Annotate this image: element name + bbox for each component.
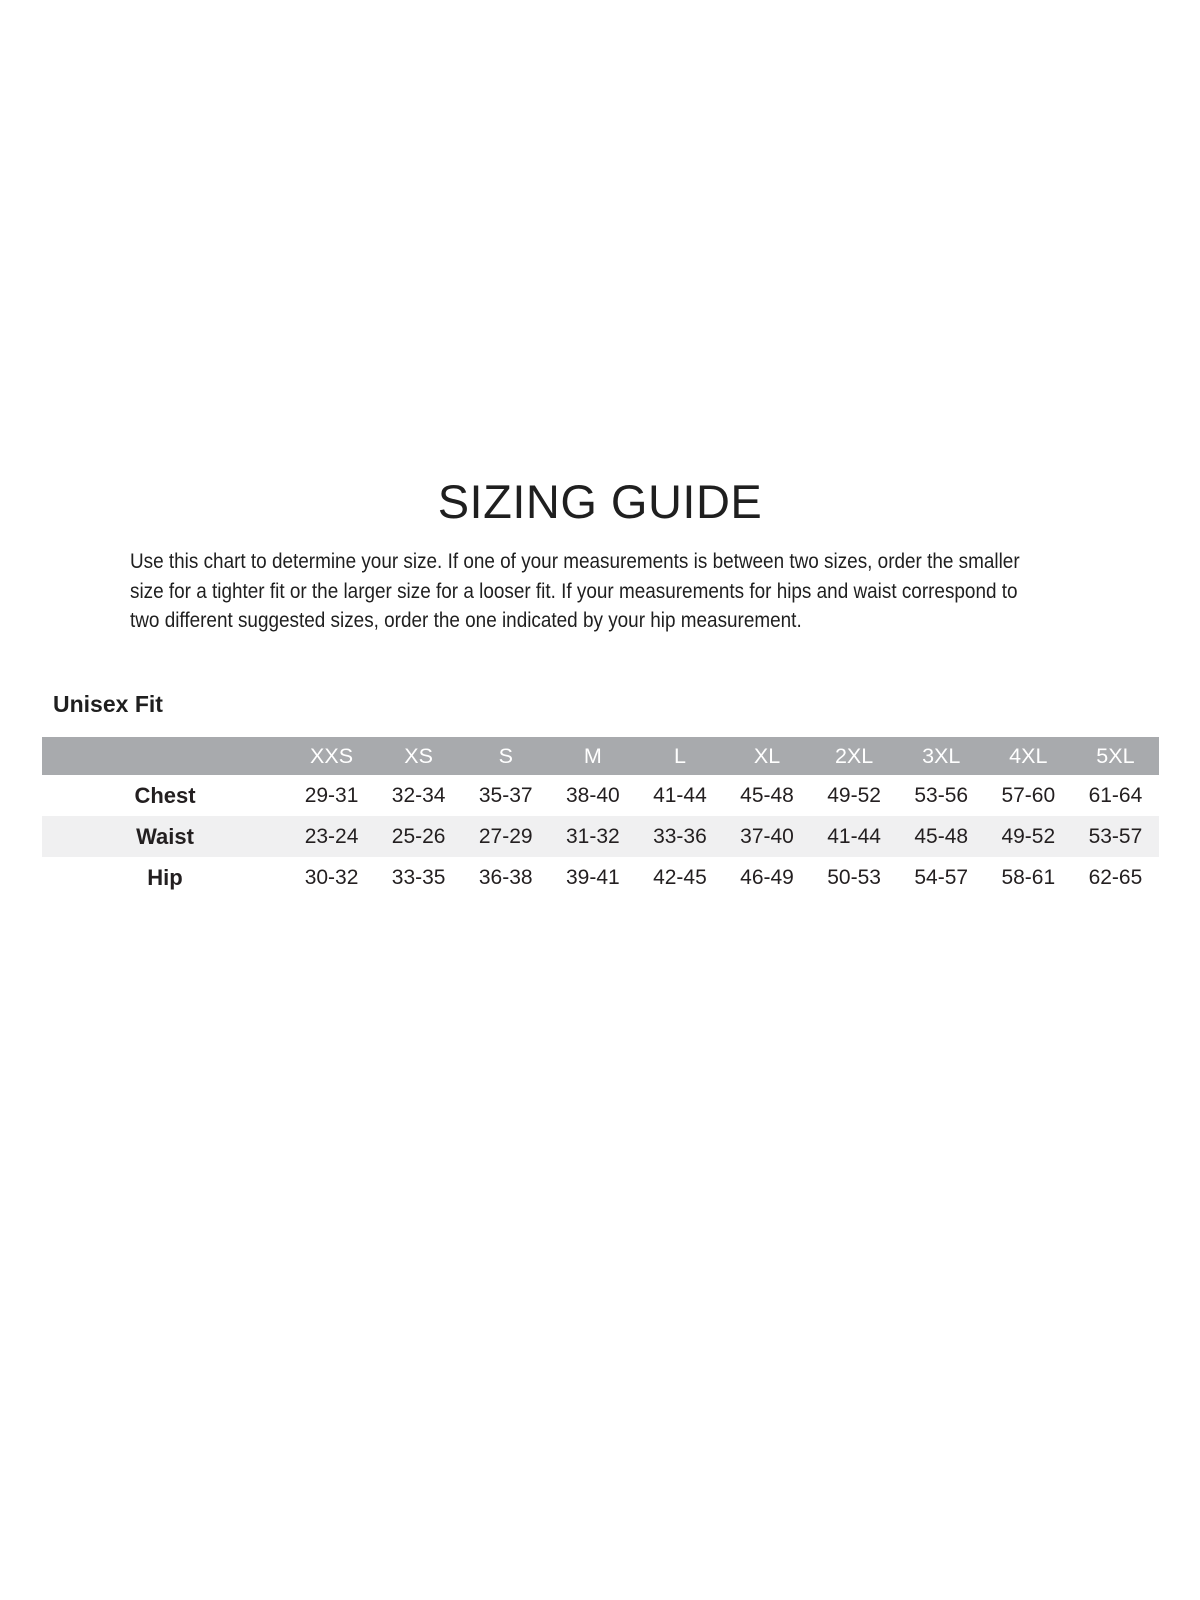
size-cell: 54-57 (914, 865, 969, 889)
size-column-header-l: L (636, 737, 724, 775)
size-table-body: Chest 29-31 32-34 35-37 38-40 41-44 45-48 49-52… (42, 775, 1159, 898)
size-cell: 25-26 (391, 824, 446, 848)
size-row-waist: Waist 23-24 25-26 27-29 31-32 33-36 37-40 41-44… (42, 816, 1159, 857)
size-table-header-spacer (42, 737, 288, 775)
size-cell: 58-61 (1001, 865, 1056, 889)
size-cell: 45-48 (914, 824, 969, 848)
size-cell: 32-34 (391, 783, 446, 807)
size-cell: 31-32 (565, 824, 620, 848)
size-cell: 30-32 (304, 865, 359, 889)
size-cell: 41-44 (827, 824, 881, 848)
size-table: XXS XS S M L XL 2XL 3XL 4XL 5XL Chest 29-31 32-34 35… (42, 737, 1159, 898)
size-column-header-2xl: 2XL (810, 737, 898, 775)
size-cell: 27-29 (478, 824, 533, 848)
size-column-header-s: S (462, 737, 550, 775)
size-column-header-xxs: XXS (288, 737, 376, 775)
size-column-header-xs: XS (375, 737, 463, 775)
size-cell: 36-38 (478, 865, 533, 889)
size-cell: 49-52 (1001, 824, 1056, 848)
size-table-header: XXS XS S M L XL 2XL 3XL 4XL 5XL (42, 737, 1159, 775)
size-cell: 50-53 (827, 865, 881, 889)
size-cell: 53-56 (914, 783, 969, 807)
size-column-header-m: M (549, 737, 637, 775)
section-heading-unisex-fit: Unisex Fit (53, 691, 163, 717)
row-label-chest: Chest (134, 782, 196, 808)
size-cell: 62-65 (1088, 865, 1143, 889)
size-cell: 39-41 (565, 865, 620, 889)
intro-line-2: size for a tighter fit or the larger siz… (130, 578, 1018, 603)
size-column-header-3xl: 3XL (897, 737, 985, 775)
size-cell: 57-60 (1001, 783, 1056, 807)
row-label-hip: Hip (147, 864, 183, 890)
page-title: SIZING GUIDE (437, 475, 763, 528)
size-cell: 37-40 (740, 824, 794, 848)
size-column-header-xl: XL (723, 737, 811, 775)
intro-paragraph: Use this chart to determine your size. I… (130, 547, 1070, 636)
size-cell: 35-37 (478, 783, 533, 807)
size-cell: 33-35 (391, 865, 446, 889)
size-table-header-row: XXS XS S M L XL 2XL 3XL 4XL 5XL (42, 737, 1159, 775)
row-label-waist: Waist (136, 823, 194, 849)
size-row-chest: Chest 29-31 32-34 35-37 38-40 41-44 45-48 49-52… (42, 775, 1159, 816)
size-cell: 23-24 (304, 824, 359, 848)
size-column-header-5xl: 5XL (1071, 737, 1159, 775)
size-row-hip: Hip 30-32 33-35 36-38 39-41 42-45 46-49 50-53 54… (42, 857, 1159, 898)
size-cell: 45-48 (740, 783, 794, 807)
size-cell: 42-45 (653, 865, 707, 889)
size-cell: 38-40 (565, 783, 620, 807)
size-cell: 49-52 (827, 783, 881, 807)
intro-line-3: two different suggested sizes, order the… (130, 608, 802, 632)
intro-line-1: Use this chart to determine your size. I… (130, 549, 1020, 573)
size-cell: 29-31 (304, 783, 359, 807)
size-cell: 41-44 (653, 783, 707, 807)
size-cell: 53-57 (1088, 824, 1143, 848)
size-cell: 33-36 (653, 824, 707, 848)
size-cell: 61-64 (1088, 783, 1143, 807)
size-cell: 46-49 (740, 865, 794, 889)
size-column-header-4xl: 4XL (984, 737, 1072, 775)
